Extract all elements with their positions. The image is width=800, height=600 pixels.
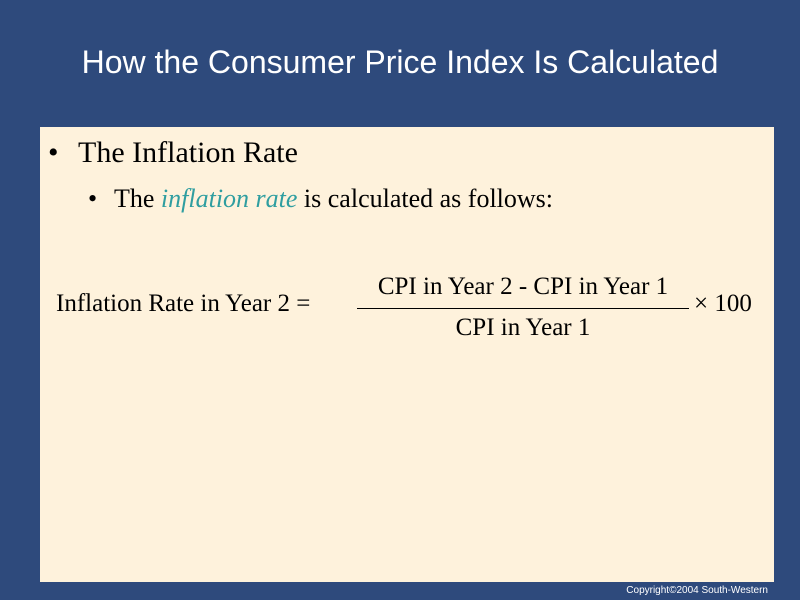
formula-denominator: CPI in Year 1	[455, 314, 591, 341]
sub-bullet-marker: •	[88, 184, 98, 213]
sub-bullet: The inflation rate is calculated as foll…	[114, 184, 553, 214]
sub-bullet-text: is calculated as follows:	[303, 184, 554, 213]
formula-numerator: CPI in Year 2 - CPI in Year 1	[377, 273, 669, 300]
fraction-bar	[357, 308, 689, 309]
slide-title: How the Consumer Price Index Is Calculat…	[81, 44, 719, 80]
bullet-text: The Inflation Rate	[78, 136, 298, 169]
content-panel	[40, 127, 774, 582]
emphasis-text: inflation rate	[160, 184, 298, 213]
copyright: Copyright©2004 South-Western	[626, 585, 768, 596]
sub-bullet-text: The	[114, 184, 155, 213]
bullet-marker: •	[48, 136, 59, 169]
formula-rhs: × 100	[694, 290, 752, 317]
formula-lhs: Inflation Rate in Year 2 =	[56, 290, 311, 317]
